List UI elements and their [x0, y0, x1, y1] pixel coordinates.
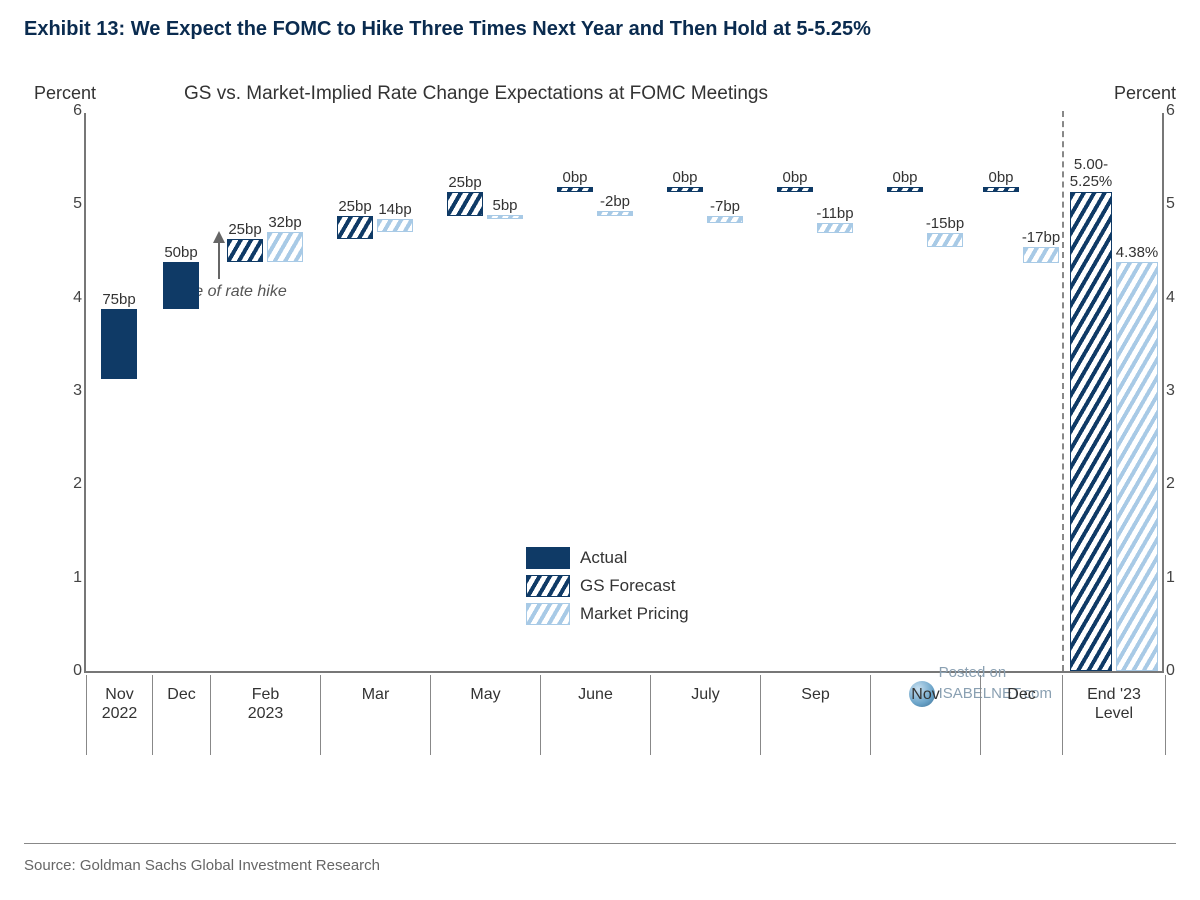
x-category-label: Nov [911, 685, 939, 704]
x-category-label: Dec [1007, 685, 1035, 704]
legend-item-actual: Actual [526, 547, 689, 569]
bar-label: 5bp [492, 197, 517, 214]
legend: Actual GS Forecast Market Pricing [526, 547, 689, 631]
bar-market [817, 223, 853, 233]
x-category-label: Nov 2022 [102, 685, 138, 723]
bar-label: -17bp [1022, 229, 1060, 246]
x-category-label: July [691, 685, 719, 704]
bar-market [267, 232, 303, 262]
bar-market [1023, 247, 1059, 263]
bar-label: 5.00- 5.25% [1070, 156, 1113, 190]
x-category-label: Mar [362, 685, 390, 704]
x-category: May [430, 675, 540, 755]
bar-label: 0bp [562, 169, 587, 186]
ytick-left: 2 [62, 475, 82, 493]
y-axis-title-left: Percent [34, 83, 96, 104]
x-category-label: Dec [167, 685, 195, 704]
bar-market [1116, 262, 1158, 671]
ytick-right: 4 [1166, 289, 1186, 307]
x-category-label: End '23 Level [1087, 685, 1141, 723]
bar-label: 14bp [378, 201, 411, 218]
ytick-right: 1 [1166, 569, 1186, 587]
bar-market [927, 233, 963, 247]
bar-label: 0bp [672, 169, 697, 186]
bar-label: 25bp [228, 221, 261, 238]
ytick-right: 5 [1166, 195, 1186, 213]
source-line: Source: Goldman Sachs Global Investment … [24, 857, 380, 874]
legend-swatch-actual [526, 547, 570, 569]
chart: Percent GS vs. Market-Implied Rate Chang… [24, 91, 1176, 791]
ytick-left: 6 [62, 102, 82, 120]
separator-dashed [1062, 111, 1064, 671]
ytick-left: 0 [62, 662, 82, 680]
bar-label: 25bp [338, 198, 371, 215]
bar-label: 4.38% [1116, 244, 1159, 261]
bar-market [377, 219, 413, 232]
plot-area: Size of rate hike Actual GS Forecast Mar… [84, 113, 1164, 673]
ytick-right: 6 [1166, 102, 1186, 120]
x-category-label: June [578, 685, 613, 704]
legend-item-gs: GS Forecast [526, 575, 689, 597]
x-category-label: Sep [801, 685, 829, 704]
legend-label-gs: GS Forecast [580, 576, 675, 596]
x-category: July [650, 675, 760, 755]
bar-gs [447, 192, 483, 215]
footer-rule [24, 843, 1176, 844]
y-axis-title-right: Percent [1114, 83, 1176, 104]
x-category: Sep [760, 675, 870, 755]
bar-label: 32bp [268, 214, 301, 231]
bar-gs [887, 187, 923, 192]
bar-label: -2bp [600, 193, 630, 210]
bar-label: 75bp [102, 291, 135, 308]
bar-gs [227, 239, 263, 262]
legend-item-market: Market Pricing [526, 603, 689, 625]
bar-market [487, 215, 523, 220]
x-category: Feb 2023 [210, 675, 320, 755]
chart-subtitle: GS vs. Market-Implied Rate Change Expect… [184, 83, 768, 105]
bar-gs [337, 216, 373, 239]
bar-market [707, 216, 743, 223]
bar-gs [983, 187, 1019, 192]
bar-label: -11bp [816, 205, 853, 222]
legend-label-actual: Actual [580, 548, 627, 568]
x-category: End '23 Level [1062, 675, 1166, 755]
bar-actual [163, 262, 199, 309]
ytick-left: 3 [62, 382, 82, 400]
ytick-right: 2 [1166, 475, 1186, 493]
x-category: Dec [980, 675, 1062, 755]
bar-label: 50bp [164, 244, 197, 261]
x-category: June [540, 675, 650, 755]
x-category-label: Feb 2023 [248, 685, 284, 723]
x-category: Mar [320, 675, 430, 755]
bar-label: -7bp [710, 198, 740, 215]
x-category: Nov 2022 [86, 675, 152, 755]
bar-label: 0bp [892, 169, 917, 186]
x-category: Dec [152, 675, 210, 755]
bar-label: 0bp [782, 169, 807, 186]
legend-label-market: Market Pricing [580, 604, 689, 624]
ytick-right: 3 [1166, 382, 1186, 400]
bar-gs [777, 187, 813, 192]
bar-actual [101, 309, 137, 379]
legend-swatch-market [526, 603, 570, 625]
ytick-right: 0 [1166, 662, 1186, 680]
bar-gs [557, 187, 593, 192]
bar-label: -15bp [926, 215, 964, 232]
legend-swatch-gs [526, 575, 570, 597]
ytick-left: 1 [62, 569, 82, 587]
bar-market [597, 211, 633, 216]
ytick-left: 4 [62, 289, 82, 307]
x-category-label: May [470, 685, 500, 704]
ytick-left: 5 [62, 195, 82, 213]
bar-gs [1070, 192, 1112, 671]
bar-gs [667, 187, 703, 192]
exhibit-title: Exhibit 13: We Expect the FOMC to Hike T… [24, 18, 1176, 41]
bar-label: 0bp [988, 169, 1013, 186]
x-category: Nov [870, 675, 980, 755]
bar-label: 25bp [448, 174, 481, 191]
